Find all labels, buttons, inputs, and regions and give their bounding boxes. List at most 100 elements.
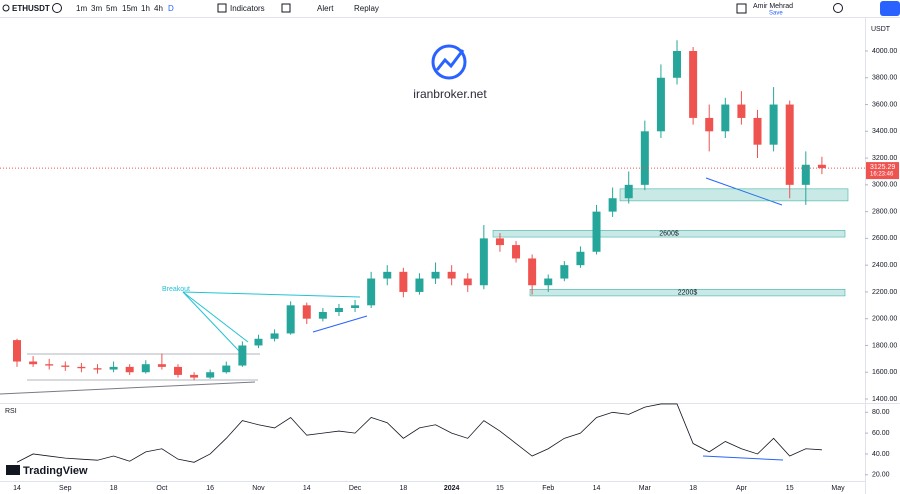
candle-body [576,251,585,266]
x-tick-label: Sep [59,485,72,492]
y-tick-label: 2600.00 [872,235,897,242]
watermark: iranbroker.net [413,87,487,101]
interval[interactable]: 3m [91,4,102,13]
alert[interactable]: Alert [317,4,334,13]
candle-body [737,104,746,118]
zone [529,288,846,297]
candle-body [624,184,633,199]
interval[interactable]: 1m [76,4,87,13]
candle-body [125,366,134,373]
interval[interactable]: 4h [154,4,163,13]
countdown: 16:23:46 [870,172,894,178]
candle-body [61,365,70,367]
divergence-line [702,455,784,461]
layout-icon[interactable] [281,3,291,13]
candle-body [495,238,504,246]
candle-body [93,368,102,370]
candle-body [367,278,376,306]
replay[interactable]: Replay [354,4,379,13]
y-tick-label: 3000.00 [872,182,897,189]
y-tick-label: 1400.00 [872,396,897,403]
candle-body [608,198,617,212]
last-price: 3125.29 [870,164,895,171]
symbol[interactable]: ETHUSDT [12,4,50,13]
x-tick-label: 18 [399,485,407,492]
trend-line [0,381,256,395]
x-tick-label: 15 [496,485,504,492]
candle-body [286,305,295,334]
candle-body [447,271,456,279]
y-tick-label: 3600.00 [872,101,897,108]
annotation: Breakout [162,286,190,293]
zone-label: 2600$ [659,231,679,238]
publish-button[interactable] [880,1,900,16]
breakout-arrow [182,291,361,298]
x-tick-label: 18 [110,485,118,492]
candle-body [463,278,472,286]
candle-body [560,265,569,279]
rsi-tick-label: 60.00 [872,430,890,437]
candle-body [415,278,424,292]
y-tick-label: 1800.00 [872,342,897,349]
x-tick-label: Oct [156,485,167,492]
layout-box[interactable] [736,3,747,14]
interval[interactable]: 5m [106,4,117,13]
candle-body [785,104,794,185]
x-tick-label: Feb [542,485,554,492]
interval[interactable]: 15m [122,4,138,13]
y-tick-label: 3800.00 [872,75,897,82]
add-symbol[interactable] [52,3,62,13]
rsi-tick-label: 20.00 [872,472,890,479]
breakout-arrow [182,291,249,343]
candle-body [351,305,360,308]
candle-body [109,366,118,370]
candle-body [254,338,263,346]
x-tick-label: 16 [206,485,214,492]
candle-body [318,312,327,319]
x-tick-label: 15 [786,485,794,492]
x-tick-label: 14 [13,485,21,492]
rsi-tick-label: 80.00 [872,409,890,416]
y-tick-label: 3200.00 [872,155,897,162]
logo-arrow [435,49,465,71]
x-tick-label: Apr [736,485,748,492]
indicators[interactable]: Indicators [230,4,265,13]
x-tick-label: 2024 [444,485,460,492]
brand: TradingView [23,465,88,477]
candle-body [141,364,150,373]
indicators-icon[interactable] [217,3,227,13]
candle-body [29,361,38,365]
x-tick-label: May [831,485,845,492]
x-tick-label: Nov [252,485,265,492]
candle-body [77,366,86,369]
search-icon[interactable] [2,4,10,12]
candle-body [190,374,199,378]
candle-body [399,271,408,292]
save[interactable]: Save [769,11,783,17]
candle-body [206,372,215,378]
candle-body [383,271,392,279]
user[interactable]: Amir Mehrad [753,3,793,10]
logo-icon [431,44,467,80]
candle-body [479,238,488,286]
last-price-box [866,162,899,180]
candle-body [173,366,182,375]
x-tick-label: 14 [593,485,601,492]
interval[interactable]: D [168,4,174,13]
candle-body [640,131,649,185]
settings-icon[interactable] [833,3,843,13]
interval[interactable]: 1h [141,4,150,13]
candle-body [689,51,698,118]
trend-line [312,315,368,333]
candle-body [302,305,311,319]
candle-body [270,333,279,339]
candle-body [238,345,247,366]
divergence-line [705,177,783,206]
y-tick-label: 4000.00 [872,48,897,55]
y-tick-label: 2200.00 [872,289,897,296]
y-tick-label: 2000.00 [872,316,897,323]
y-tick-label: 1600.00 [872,369,897,376]
